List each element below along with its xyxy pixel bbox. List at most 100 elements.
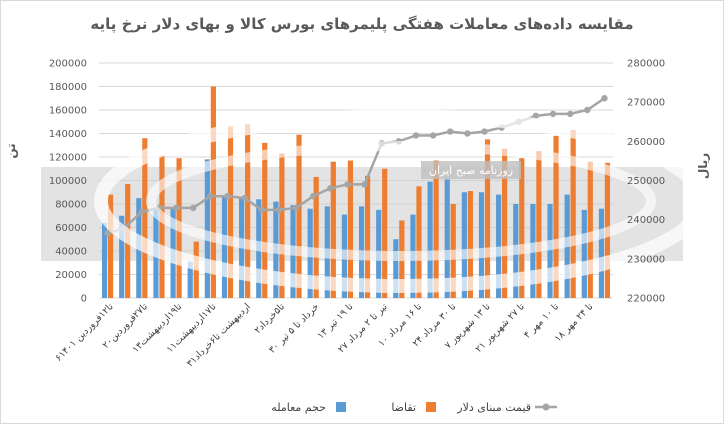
x-axis-labels: ۶تا۱۲فروردین ۱۴۰۱۲۰تا۲۷فروردین۱۳تا۱۹اردی… <box>53 301 595 369</box>
bar-demand <box>536 151 542 298</box>
y-axis-right-ticks: 220000 230000 240000 250000 260000 270000 2800… <box>627 59 665 305</box>
line-point <box>481 128 488 135</box>
bar-volume <box>444 179 450 298</box>
bar-demand <box>519 158 525 298</box>
watermark-text: روزنامه صبح ایران <box>429 164 513 177</box>
line-point <box>172 204 180 212</box>
line-point <box>464 130 471 137</box>
bar-demand <box>347 160 354 298</box>
bar-demand <box>553 135 559 298</box>
x-tick-label: ۳۱اردیبهشت تا۶خرداد <box>185 301 253 369</box>
line-point <box>190 204 197 212</box>
y-left-tick-label: 20000 <box>55 270 87 281</box>
y-left-tick-label: 100000 <box>49 176 87 187</box>
legend-swatch <box>426 402 436 412</box>
bar-demand <box>570 129 576 298</box>
line-point <box>224 192 231 200</box>
bar-volume <box>393 239 399 298</box>
line-point <box>327 185 334 192</box>
line-point <box>361 181 368 188</box>
legend-label: حجم معامله <box>271 401 326 414</box>
bar-demand <box>313 176 319 298</box>
bar-volume <box>221 196 228 298</box>
bar-volume <box>581 209 587 298</box>
legend-swatch-marker <box>542 403 550 411</box>
line-point <box>566 110 574 118</box>
bar-demand <box>159 155 165 298</box>
line-point <box>241 194 248 202</box>
y-right-tick-label: 260000 <box>627 137 665 148</box>
watermark: روزنامه صبح ایران <box>94 109 708 293</box>
bar-volume <box>101 222 108 298</box>
y-left-tick-label: 60000 <box>55 223 87 234</box>
legend: حجم معامله تقاضا قیمت مبنای دلار <box>271 401 557 414</box>
y-right-tick-label: 220000 <box>627 294 665 305</box>
y-axis-right-title: ریال <box>696 153 710 179</box>
x-tick-label: ۲تا۵خرداد <box>252 301 287 336</box>
bar-demand <box>279 153 285 298</box>
legend-swatch <box>336 402 346 412</box>
y-axis-left-ticks: 0 20000 40000 60000 80000 100000 120000 140000 1… <box>49 59 87 305</box>
line-point <box>344 181 351 188</box>
bar-demand <box>330 161 336 298</box>
line-point <box>447 128 454 135</box>
line-point <box>584 106 591 114</box>
line-point <box>138 208 146 216</box>
bar-demand <box>227 126 234 298</box>
bar-volume <box>187 261 193 298</box>
y-left-tick-label: 160000 <box>49 106 87 117</box>
y-right-tick-label: 240000 <box>627 215 665 226</box>
y-left-tick-label: 40000 <box>55 247 87 258</box>
bar-demand <box>502 148 508 298</box>
line-point <box>601 95 608 102</box>
watermark-label-bg <box>421 161 521 179</box>
bar-volume <box>496 194 502 298</box>
y-axis-left-title: تن <box>4 143 18 158</box>
bar-demand <box>296 134 302 298</box>
bar-volume <box>427 181 433 298</box>
line-point <box>104 230 111 237</box>
y-right-tick-label: 270000 <box>627 98 665 109</box>
bar-demand <box>467 191 473 298</box>
chart-title: مقایسه داده‌های معاملات هفتگی پلیمرهای ب… <box>90 15 633 34</box>
line-point <box>549 110 557 118</box>
bar-volume <box>478 192 485 298</box>
y-left-tick-label: 140000 <box>49 129 87 140</box>
bar-demand <box>433 160 439 298</box>
y-left-tick-label: 200000 <box>49 59 87 70</box>
y-right-tick-label: 280000 <box>627 59 665 70</box>
line-point <box>309 192 317 200</box>
y-right-tick-label: 250000 <box>627 176 665 187</box>
legend-label: تقاضا <box>391 401 416 414</box>
line-point <box>532 112 540 120</box>
bar-demand <box>245 124 251 298</box>
bar-demand <box>210 86 216 298</box>
y-right-tick-label: 230000 <box>627 254 665 265</box>
bar-demand <box>107 194 114 298</box>
bar-volume <box>461 192 467 298</box>
line-point <box>275 206 283 214</box>
line-point <box>412 132 420 139</box>
line-point <box>258 206 265 214</box>
bar-volume <box>598 208 605 298</box>
x-tick-label: ۶تا۱۲فروردین ۱۴۰۱ <box>53 301 116 364</box>
bar-demand <box>484 139 491 298</box>
bar-demand <box>262 142 268 298</box>
watermark-logo-inner <box>146 141 656 261</box>
bar-demand <box>587 161 593 298</box>
bar-demand <box>416 186 422 298</box>
bar-demand <box>142 138 148 298</box>
y-left-tick-label: 80000 <box>55 200 87 211</box>
line-point <box>429 132 437 139</box>
line-point <box>207 192 214 200</box>
y-left-tick-label: 0 <box>81 294 87 305</box>
bar-demand <box>364 175 371 298</box>
bar-volume <box>547 204 553 298</box>
bar-volume <box>204 159 210 298</box>
bar-volume <box>119 215 125 298</box>
line-point <box>292 204 300 212</box>
bar-demand <box>382 168 388 298</box>
watermark-logo <box>94 109 708 293</box>
